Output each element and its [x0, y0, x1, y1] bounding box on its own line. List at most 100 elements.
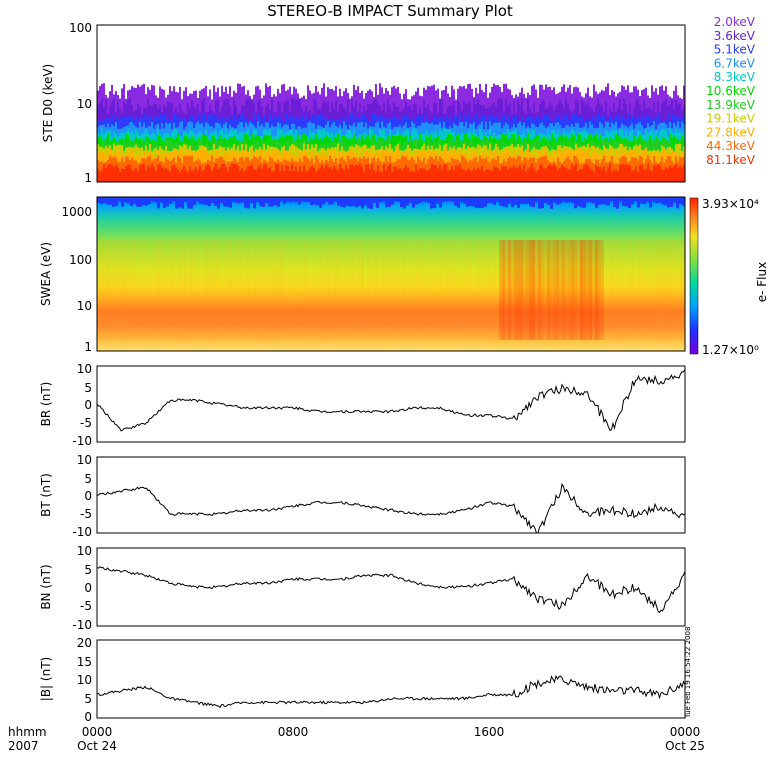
swea-streak [493, 240, 496, 340]
ste-band-bar [401, 170, 403, 182]
swea-top-edge [274, 197, 277, 206]
swea-top-edge [574, 197, 577, 209]
ste-band-bar [333, 165, 335, 182]
swea-streak [97, 240, 100, 340]
ste-band-bar [573, 166, 575, 182]
swea-streak [127, 240, 130, 340]
swea-top-edge [544, 197, 547, 204]
swea-spectrogram [97, 197, 685, 351]
ste-band-bar [121, 168, 123, 182]
swea-top-edge [409, 197, 412, 203]
ste-band-bar [143, 163, 145, 182]
swea-top-edge [139, 197, 142, 207]
swea-top-edge [181, 197, 184, 209]
ste-band-bar [387, 166, 389, 182]
ste-band-bar [559, 168, 561, 182]
swea-streak [655, 240, 658, 340]
swea-top-edge [496, 197, 499, 202]
swea-top-edge [550, 197, 553, 209]
swea-top-edge [235, 197, 238, 203]
ste-ytick: 10 [77, 97, 92, 111]
swea-streak [442, 240, 445, 340]
ste-band-bar [293, 171, 295, 182]
swea-streak [466, 240, 469, 340]
ste-legend-entry: 44.3keV [706, 139, 756, 153]
swea-streak [346, 240, 349, 340]
swea-top-edge [244, 197, 247, 208]
swea-top-edge [349, 197, 352, 207]
swea-streak [187, 240, 190, 340]
swea-streak [334, 240, 337, 340]
ste-band-bar [403, 168, 405, 182]
ste-band-bar [489, 170, 491, 182]
swea-streak [412, 240, 415, 340]
bn-ytick: -5 [80, 599, 92, 613]
swea-streak [145, 240, 148, 340]
ste-band-bar [219, 167, 221, 182]
swea-streaks [97, 197, 685, 340]
ste-band-bar [347, 168, 349, 182]
ste-band-bar [213, 167, 215, 182]
ste-band-bar [597, 167, 599, 182]
swea-streak [124, 240, 127, 340]
ste-band-bar [575, 163, 577, 182]
ste-band-bar [535, 171, 537, 182]
swea-streak [436, 240, 439, 340]
swea-streak [535, 240, 538, 340]
swea-streak [670, 240, 673, 340]
swea-streak [193, 240, 196, 340]
x-row-label: hhmm [8, 725, 47, 739]
swea-streak [373, 240, 376, 340]
swea-ytick: 100 [69, 253, 92, 267]
ste-band-bar [473, 167, 475, 182]
ste-band-bar [649, 169, 651, 182]
swea-streak [370, 240, 373, 340]
swea-top-edge [457, 197, 460, 208]
ste-band-bar [305, 171, 307, 182]
swea-top-edge [178, 197, 181, 208]
swea-top-edge [217, 197, 220, 209]
ste-band-bar [385, 156, 387, 182]
swea-top-edge [361, 197, 364, 209]
swea-top-edge [547, 197, 550, 205]
swea-top-edge [328, 197, 331, 205]
swea-streak [367, 240, 370, 340]
swea-streak [262, 240, 265, 340]
ste-band-bar [605, 171, 607, 182]
swea-streak [184, 240, 187, 340]
swea-top-edge [511, 197, 514, 208]
swea-streak [175, 240, 178, 340]
swea-top-edge [358, 197, 361, 207]
ste-band-bar [543, 168, 545, 182]
swea-streak [103, 240, 106, 340]
ste-band-bar [343, 170, 345, 182]
ste-band-bar [233, 164, 235, 182]
ste-band-bar [225, 167, 227, 182]
swea-streak [130, 240, 133, 340]
swea-top-edge [508, 197, 511, 204]
ste-band-bar [187, 155, 189, 182]
ste-band-bar [503, 166, 505, 182]
swea-top-edge [199, 197, 202, 205]
ste-band-bar [237, 166, 239, 182]
swea-top-edge [418, 197, 421, 204]
swea-top-edge [397, 197, 400, 202]
ste-band-bar [527, 168, 529, 182]
ste-band-bar [515, 167, 517, 182]
swea-streak [121, 240, 124, 340]
ste-band-bar [183, 165, 185, 182]
br-ytick: -10 [72, 434, 92, 448]
ste-band-bar [153, 166, 155, 182]
swea-streak [406, 240, 409, 340]
ste-band-bar [199, 166, 201, 182]
swea-streak [475, 240, 478, 340]
ste-band-bar [229, 166, 231, 182]
swea-top-edge [211, 197, 214, 203]
swea-top-edge [487, 197, 490, 204]
ste-band-bar [645, 169, 647, 182]
swea-streak [310, 240, 313, 340]
ste-band-bar [179, 171, 181, 182]
swea-top-edge [214, 197, 217, 206]
swea-top-edge [520, 197, 523, 204]
ste-band-bar [541, 164, 543, 182]
